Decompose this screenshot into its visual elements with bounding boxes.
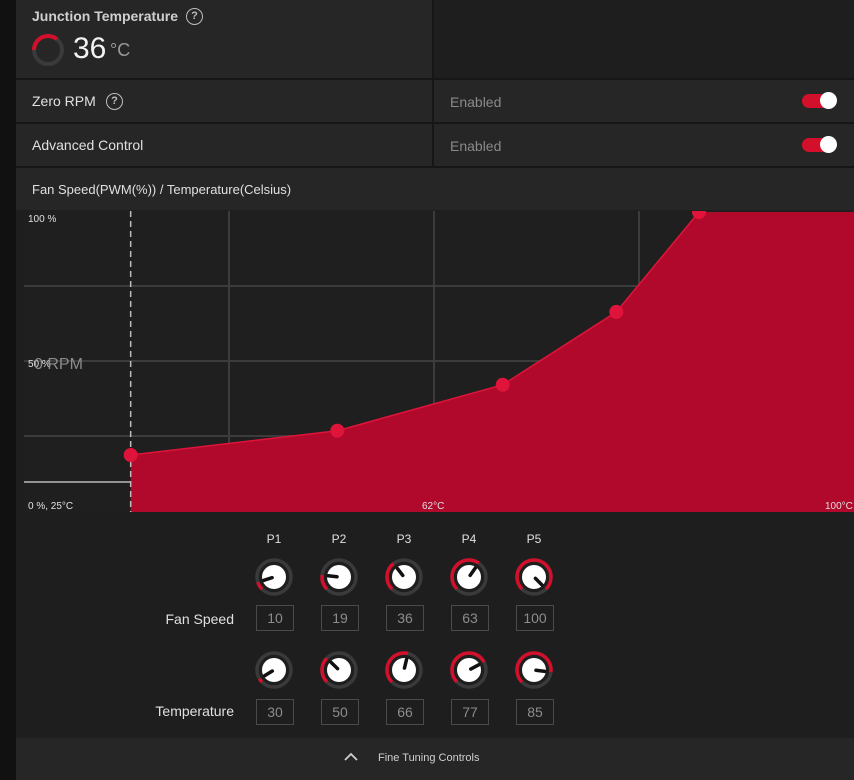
curve-point-5[interactable]	[692, 211, 706, 219]
curve-point-4[interactable]	[609, 304, 624, 319]
fan-speed-knob-1[interactable]	[254, 557, 294, 597]
fan-curve-fill	[130, 212, 854, 512]
toggle-knob	[820, 92, 837, 109]
zero-rpm-toggle[interactable]	[802, 92, 837, 109]
point-label: P4	[461, 532, 477, 546]
help-icon[interactable]: ?	[106, 93, 123, 110]
row-separator	[16, 122, 854, 124]
zero-rpm-label: Zero RPM	[32, 93, 96, 109]
row-separator	[16, 166, 854, 168]
fan-speed-label: Fan Speed	[165, 611, 235, 627]
fine-tuning-label: Fine Tuning Controls	[378, 752, 480, 764]
fan-speed-knob-5[interactable]	[514, 557, 554, 597]
chart-header	[16, 168, 854, 210]
temperature-input-2[interactable]: 50	[321, 699, 359, 725]
advanced-control-status: Enabled	[450, 138, 502, 154]
chart-title: Fan Speed(PWM(%)) / Temperature(Celsius)	[32, 182, 292, 197]
temperature-input-3[interactable]: 66	[386, 699, 424, 725]
curve-point-1[interactable]	[123, 448, 138, 462]
temperature-knob-4[interactable]	[449, 650, 489, 690]
advanced-control-toggle[interactable]	[802, 136, 837, 153]
toggle-knob	[820, 136, 837, 153]
fine-tuning-footer[interactable]: Fine Tuning Controls	[16, 738, 854, 780]
fan-speed-input-1[interactable]: 10	[256, 605, 294, 631]
advanced-control-row: Advanced Control Enabled	[16, 124, 854, 166]
x-axis-max-label: 100°C	[825, 501, 853, 512]
help-icon[interactable]: ?	[186, 8, 203, 25]
fan-speed-input-4[interactable]: 63	[451, 605, 489, 631]
zero-rpm-overlay: 0 RPM	[34, 356, 83, 373]
fan-speed-input-5[interactable]: 100	[516, 605, 554, 631]
fan-curve-chart[interactable]: 100 % 50 % 0 RPM 0 %, 25°C 62°C 100°C	[24, 211, 854, 512]
chart-points	[123, 211, 706, 462]
temperature-input-4[interactable]: 77	[451, 699, 489, 725]
junction-title: Junction Temperature	[32, 8, 178, 24]
curve-point-3[interactable]	[495, 377, 510, 392]
origin-label: 0 %, 25°C	[28, 501, 73, 512]
junction-temperature-unit: °C	[110, 40, 131, 60]
row-divider	[432, 124, 434, 166]
temperature-knob-3[interactable]	[384, 650, 424, 690]
fan-tuning-panel: Junction Temperature ? 36 °C Zero RPM ? …	[16, 0, 854, 780]
temperature-gauge-icon	[32, 34, 64, 66]
temperature-label: Temperature	[155, 703, 234, 719]
point-label: P2	[331, 532, 347, 546]
zero-rpm-row: Zero RPM ? Enabled	[16, 80, 854, 122]
fan-speed-input-3[interactable]: 36	[386, 605, 424, 631]
x-axis-mid-label: 62°C	[422, 501, 444, 512]
row-separator	[16, 78, 854, 80]
temperature-knob-1[interactable]	[254, 650, 294, 690]
point-label: P5	[526, 532, 542, 546]
junction-empty-cell	[434, 0, 854, 78]
temperature-input-1[interactable]: 30	[256, 699, 294, 725]
fan-speed-knob-4[interactable]	[449, 557, 489, 597]
zero-rpm-status: Enabled	[450, 94, 502, 110]
temperature-input-5[interactable]: 85	[516, 699, 554, 725]
curve-point-2[interactable]	[330, 423, 345, 438]
fan-speed-input-2[interactable]: 19	[321, 605, 359, 631]
advanced-control-label: Advanced Control	[32, 137, 144, 153]
temperature-knob-5[interactable]	[514, 650, 554, 690]
fan-speed-knob-2[interactable]	[319, 557, 359, 597]
row-divider	[432, 80, 434, 122]
y-axis-mid-label: 50 %	[28, 359, 51, 370]
chevron-up-icon[interactable]	[344, 752, 358, 762]
junction-divider	[432, 0, 434, 78]
fan-speed-knob-3[interactable]	[384, 557, 424, 597]
temperature-knob-2[interactable]	[319, 650, 359, 690]
point-label: P1	[266, 532, 282, 546]
junction-temperature-value: 36	[73, 32, 107, 65]
y-axis-top-label: 100 %	[28, 214, 56, 225]
point-label: P3	[396, 532, 412, 546]
